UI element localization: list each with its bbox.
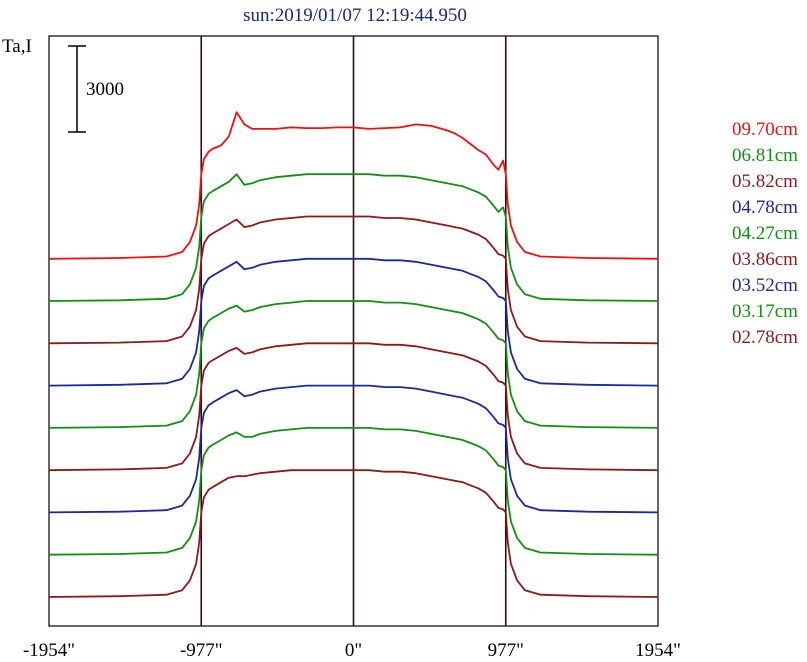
limb-marker-lines [200, 36, 507, 626]
series-line-4 [48, 300, 659, 429]
scale-bar-label: 3000 [86, 79, 124, 100]
x-tick-label-1: -977" [180, 640, 223, 661]
x-tick-label-4: 1954" [635, 640, 681, 661]
chart-title: sun:2019/01/07 12:19:44.950 [243, 5, 467, 26]
series-line-3 [48, 257, 659, 387]
legend-entry-4: 04.27cm [732, 223, 798, 244]
series-line-7 [48, 426, 659, 556]
y-axis-label: Ta,I [2, 36, 32, 57]
legend-entry-3: 04.78cm [732, 197, 798, 218]
series-line-8 [48, 469, 659, 598]
legend: 09.70cm 06.81cm 05.82cm 04.78cm 04.27cm 03.86… [732, 119, 798, 348]
x-tick-labels: -1954" -977" 0" 977" 1954" [23, 640, 681, 661]
series-line-1 [48, 173, 659, 302]
x-tick-label-3: 977" [488, 640, 524, 661]
series-line-0 [48, 111, 659, 260]
legend-entry-6: 03.52cm [732, 275, 798, 296]
legend-entry-1: 06.81cm [732, 145, 798, 166]
series-line-2 [48, 215, 659, 345]
legend-entry-8: 02.78cm [732, 327, 798, 348]
x-tick-label-2: 0" [345, 640, 362, 661]
legend-entry-7: 03.17cm [732, 301, 798, 322]
legend-entry-0: 09.70cm [732, 119, 798, 140]
x-tick-label-0: -1954" [23, 640, 75, 661]
legend-entry-5: 03.86cm [732, 249, 798, 270]
series-line-6 [48, 384, 659, 514]
series-lines [48, 111, 659, 598]
legend-entry-2: 05.82cm [732, 171, 798, 192]
scale-bar: 3000 [68, 45, 124, 133]
series-line-5 [48, 342, 659, 472]
